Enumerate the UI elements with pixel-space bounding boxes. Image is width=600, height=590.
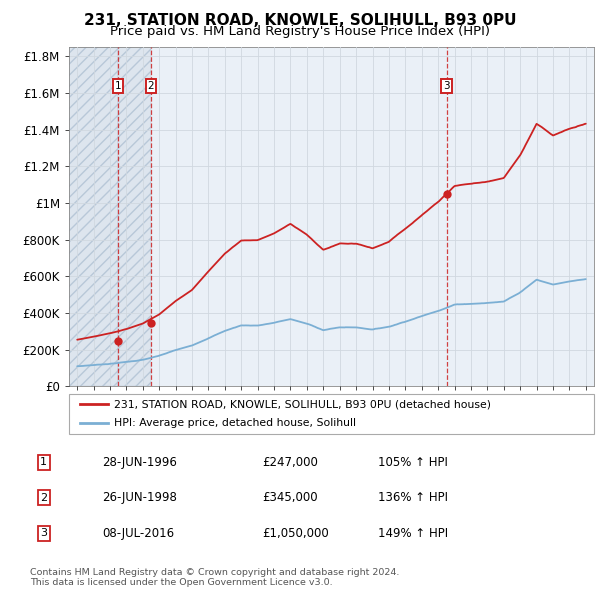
Text: This data is licensed under the Open Government Licence v3.0.: This data is licensed under the Open Gov… (30, 578, 332, 587)
Text: 28-JUN-1996: 28-JUN-1996 (102, 455, 176, 468)
Text: 231, STATION ROAD, KNOWLE, SOLIHULL, B93 0PU: 231, STATION ROAD, KNOWLE, SOLIHULL, B93… (84, 13, 516, 28)
Text: 2: 2 (40, 493, 47, 503)
Text: 2: 2 (148, 81, 154, 91)
Text: £247,000: £247,000 (262, 455, 318, 468)
Bar (118, 47, 151, 386)
Text: 1: 1 (40, 457, 47, 467)
Text: Price paid vs. HM Land Registry's House Price Index (HPI): Price paid vs. HM Land Registry's House … (110, 25, 490, 38)
Text: 26-JUN-1998: 26-JUN-1998 (102, 491, 176, 504)
Text: 1: 1 (115, 81, 121, 91)
Text: £1,050,000: £1,050,000 (262, 527, 329, 540)
Bar (69, 47, 118, 386)
Text: £345,000: £345,000 (262, 491, 317, 504)
Text: 08-JUL-2016: 08-JUL-2016 (102, 527, 174, 540)
Text: 3: 3 (443, 81, 450, 91)
Text: 105% ↑ HPI: 105% ↑ HPI (378, 455, 448, 468)
Text: 231, STATION ROAD, KNOWLE, SOLIHULL, B93 0PU (detached house): 231, STATION ROAD, KNOWLE, SOLIHULL, B93… (113, 399, 491, 409)
Text: 149% ↑ HPI: 149% ↑ HPI (378, 527, 448, 540)
Text: HPI: Average price, detached house, Solihull: HPI: Average price, detached house, Soli… (113, 418, 356, 428)
Text: Contains HM Land Registry data © Crown copyright and database right 2024.: Contains HM Land Registry data © Crown c… (30, 568, 400, 576)
Text: 136% ↑ HPI: 136% ↑ HPI (378, 491, 448, 504)
Text: 3: 3 (40, 529, 47, 539)
